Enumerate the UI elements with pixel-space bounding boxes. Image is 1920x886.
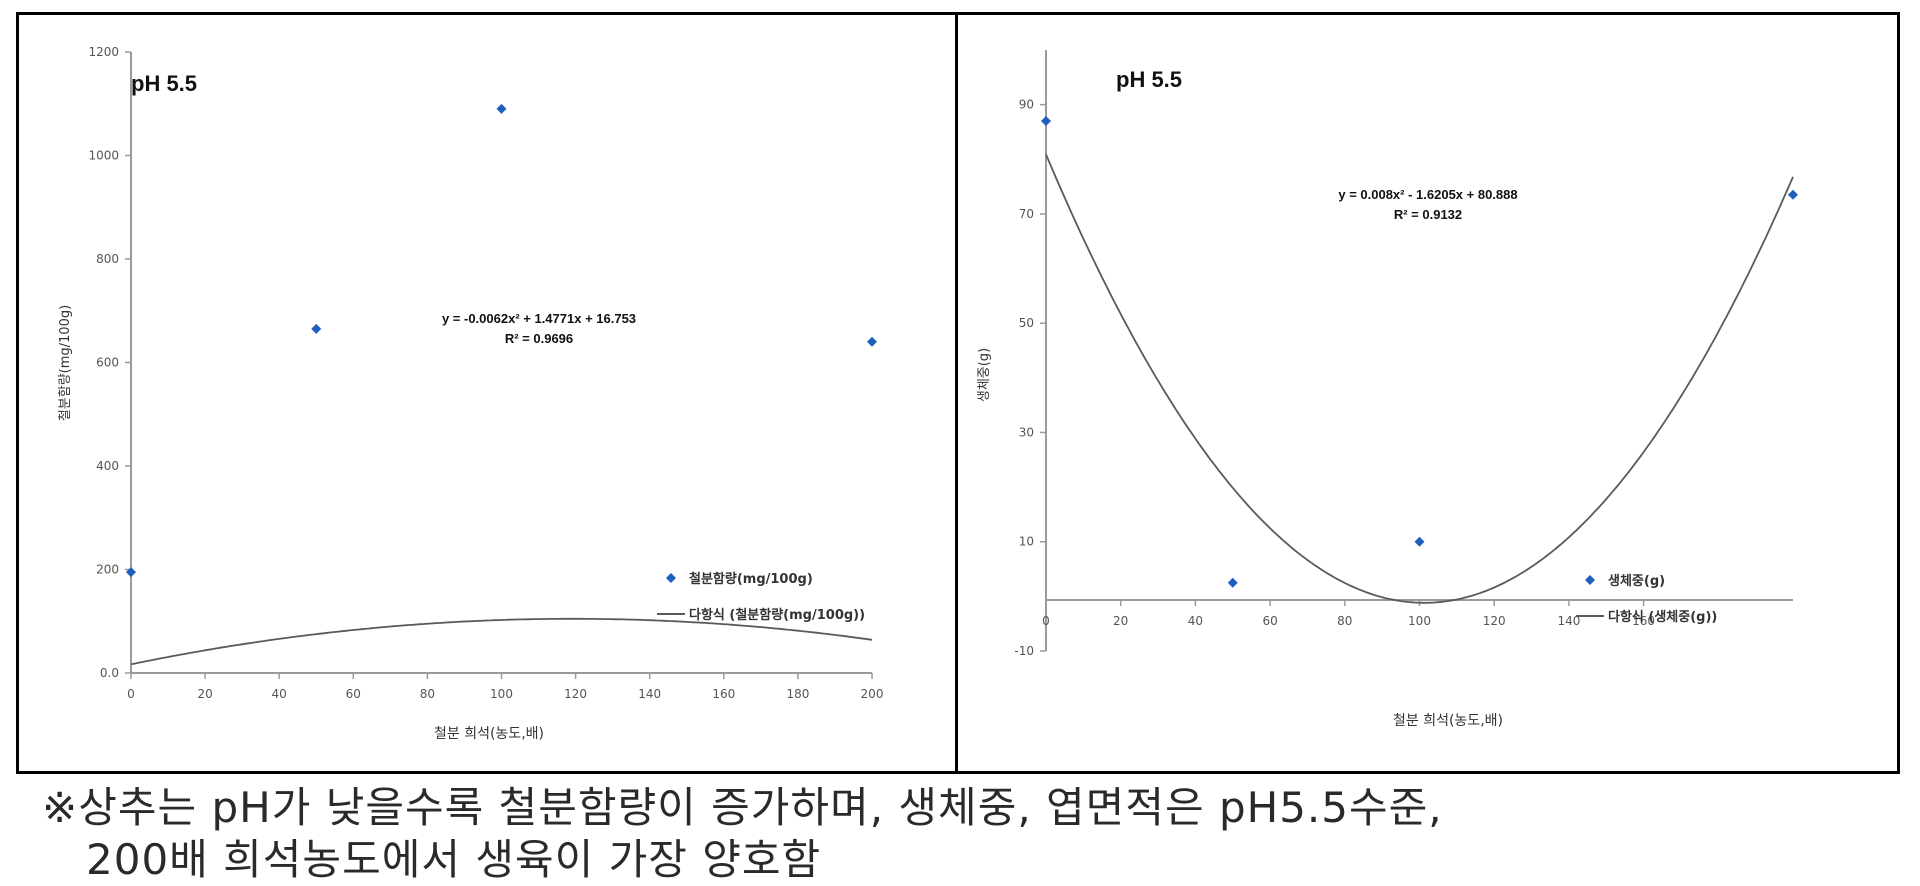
y-tick-label: 600: [96, 356, 119, 370]
panel-divider: [955, 12, 958, 774]
x-axis-label: 철분 희석(농도,배): [1393, 713, 1503, 729]
x-tick-label: 20: [1113, 614, 1128, 628]
y-tick-label: 10: [1019, 535, 1034, 549]
trendline-equation: y = 0.008x² - 1.6205x + 80.888: [1338, 187, 1517, 202]
legend-trend-label: 다항식 (생체중(g)): [1608, 609, 1717, 625]
x-tick-label: 80: [1337, 614, 1352, 628]
data-point: [1041, 116, 1051, 127]
data-point: [867, 336, 877, 347]
summary-note-line-1: ※상추는 pH가 낮을수록 철분함량이 증가하며, 생체중, 엽면적은 pH5.…: [42, 783, 1443, 832]
x-tick-label: 0: [127, 687, 135, 701]
y-tick-label: 70: [1019, 207, 1034, 221]
legend-marker: [1585, 575, 1595, 585]
trendline-r2: R² = 0.9132: [1394, 207, 1462, 222]
legend-trend-label: 다항식 (철분함량(mg/100g)): [689, 607, 865, 623]
x-tick-label: 0: [1042, 614, 1050, 628]
y-axis-label: 철분함량(mg/100g): [58, 305, 73, 421]
x-tick-label: 80: [420, 687, 435, 701]
iron-content-chart: 0.0 200 400 600 800 1000 1200 0 20 40 60 80 100 120 14…: [58, 45, 884, 742]
x-tick-label: 180: [786, 687, 809, 701]
data-point: [496, 103, 507, 114]
x-tick-label: 160: [712, 687, 735, 701]
trendline-equation: y = -0.0062x² + 1.4771x + 16.753: [442, 311, 636, 326]
figure-frame: [16, 12, 1900, 774]
y-tick-label: 800: [96, 252, 119, 266]
legend-marker: [666, 573, 676, 583]
x-tick-label: 40: [1188, 614, 1203, 628]
data-point: [1227, 577, 1238, 588]
data-point: [311, 323, 322, 334]
x-tick-label: 60: [1262, 614, 1277, 628]
x-tick-label: 140: [638, 687, 661, 701]
x-tick-label: 120: [1483, 614, 1506, 628]
x-tick-label: 40: [272, 687, 287, 701]
x-tick-label: 100: [1408, 614, 1431, 628]
y-tick-label: -10: [1014, 644, 1034, 658]
y-tick-label: 1200: [88, 45, 119, 59]
legend-series-label: 생체중(g): [1608, 574, 1665, 589]
ph-annotation: pH 5.5: [1116, 67, 1182, 92]
summary-note: ※상추는 pH가 낮을수록 철분함량이 증가하며, 생체중, 엽면적은 pH5.…: [42, 782, 1902, 886]
data-point: [126, 567, 136, 578]
trendline-r2: R² = 0.9696: [505, 331, 573, 346]
y-tick-label: 400: [96, 459, 119, 473]
legend-series-label: 철분함량(mg/100g): [689, 571, 813, 587]
trendline: [1045, 154, 1794, 604]
y-tick-label: 0.0: [100, 666, 119, 680]
x-tick-label: 120: [564, 687, 587, 701]
ph-annotation: pH 5.5: [131, 71, 197, 96]
y-tick-label: 50: [1019, 316, 1034, 330]
x-tick-label: 20: [197, 687, 212, 701]
y-tick-label: 1000: [88, 149, 119, 163]
x-tick-label: 200: [861, 687, 884, 701]
x-tick-label: 60: [346, 687, 361, 701]
y-tick-label: 200: [96, 563, 119, 577]
fresh-weight-chart: -10 10 30 50 70 90 0 20 40 60 80 100 120 140 160 철분 희석(…: [977, 50, 1798, 729]
x-tick-label: 100: [490, 687, 513, 701]
x-tick-label: 160: [1632, 614, 1655, 628]
data-point: [1788, 189, 1798, 200]
summary-note-line-2: 200배 희석농도에서 생육이 가장 양호함: [86, 835, 822, 884]
y-tick-label: 90: [1019, 98, 1034, 112]
y-axis-label: 생체중(g): [977, 348, 992, 402]
x-tick-label: 140: [1557, 614, 1580, 628]
y-tick-label: 30: [1019, 425, 1034, 439]
data-point: [1414, 536, 1425, 547]
x-axis-label: 철분 희석(농도,배): [434, 726, 544, 742]
trendline: [130, 617, 873, 666]
